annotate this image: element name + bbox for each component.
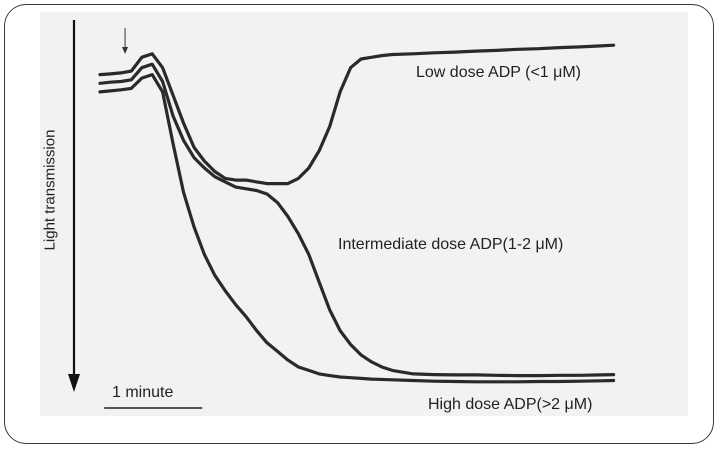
trace-line-low-dose <box>98 43 616 186</box>
y-axis-arrowhead <box>68 374 80 392</box>
agonist-marker-head <box>122 47 129 54</box>
high-dose-label: High dose ADP(>2 μM) <box>428 396 593 413</box>
scale-bar-label: 1 minute <box>112 384 174 401</box>
traces-group <box>98 43 616 384</box>
trace-line-high-dose <box>98 73 616 384</box>
low-dose-label: Low dose ADP (<1 μM) <box>416 64 581 81</box>
chart-panel <box>40 12 688 416</box>
y-axis-label: Light transmission <box>41 129 59 251</box>
trace-line-intermediate-dose <box>98 62 616 378</box>
intermediate-dose-label: Intermediate dose ADP(1-2 μM) <box>338 236 564 253</box>
agonist-marker-arrow <box>122 28 129 54</box>
